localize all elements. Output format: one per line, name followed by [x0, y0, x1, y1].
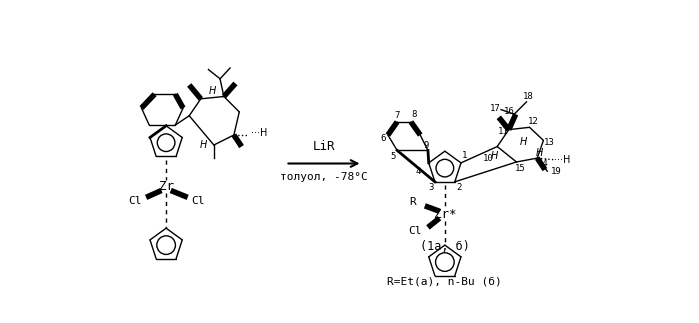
Text: 5: 5 [391, 152, 396, 161]
Text: Zr: Zr [159, 180, 173, 193]
Text: R=Et(a), n-Bu (б): R=Et(a), n-Bu (б) [387, 276, 503, 286]
Text: H: H [208, 86, 216, 96]
Text: 8: 8 [412, 110, 417, 119]
Text: Cl: Cl [408, 226, 421, 236]
Text: 19: 19 [551, 167, 562, 176]
Text: R: R [409, 197, 416, 207]
Text: Zr*: Zr* [433, 208, 456, 221]
Text: H: H [536, 148, 543, 158]
Text: Cl: Cl [129, 196, 142, 206]
Text: 11: 11 [498, 127, 509, 136]
Text: 4: 4 [415, 167, 421, 176]
Text: 9: 9 [424, 141, 429, 150]
Text: 10: 10 [482, 154, 493, 162]
Text: 18: 18 [523, 92, 533, 101]
Text: 17: 17 [490, 104, 501, 112]
Text: 16: 16 [503, 108, 514, 116]
Text: 13: 13 [545, 138, 555, 147]
Text: ···H: ···H [251, 128, 267, 138]
Text: LiR: LiR [312, 140, 336, 153]
Text: 12: 12 [528, 118, 539, 126]
Text: 3: 3 [428, 183, 433, 192]
Text: (1a, б): (1a, б) [420, 240, 470, 253]
Text: Cl: Cl [192, 196, 206, 206]
Text: H: H [199, 140, 207, 150]
Text: H: H [520, 137, 527, 147]
Text: 15: 15 [515, 164, 526, 172]
Text: ···H: ···H [554, 155, 570, 165]
Text: 14: 14 [538, 159, 549, 168]
Text: 7: 7 [394, 111, 400, 120]
Text: 6: 6 [380, 134, 386, 143]
Text: 1: 1 [462, 151, 468, 160]
Text: H: H [491, 151, 498, 161]
Text: 2: 2 [456, 183, 461, 192]
Text: толуол, -78°C: толуол, -78°C [280, 172, 368, 182]
